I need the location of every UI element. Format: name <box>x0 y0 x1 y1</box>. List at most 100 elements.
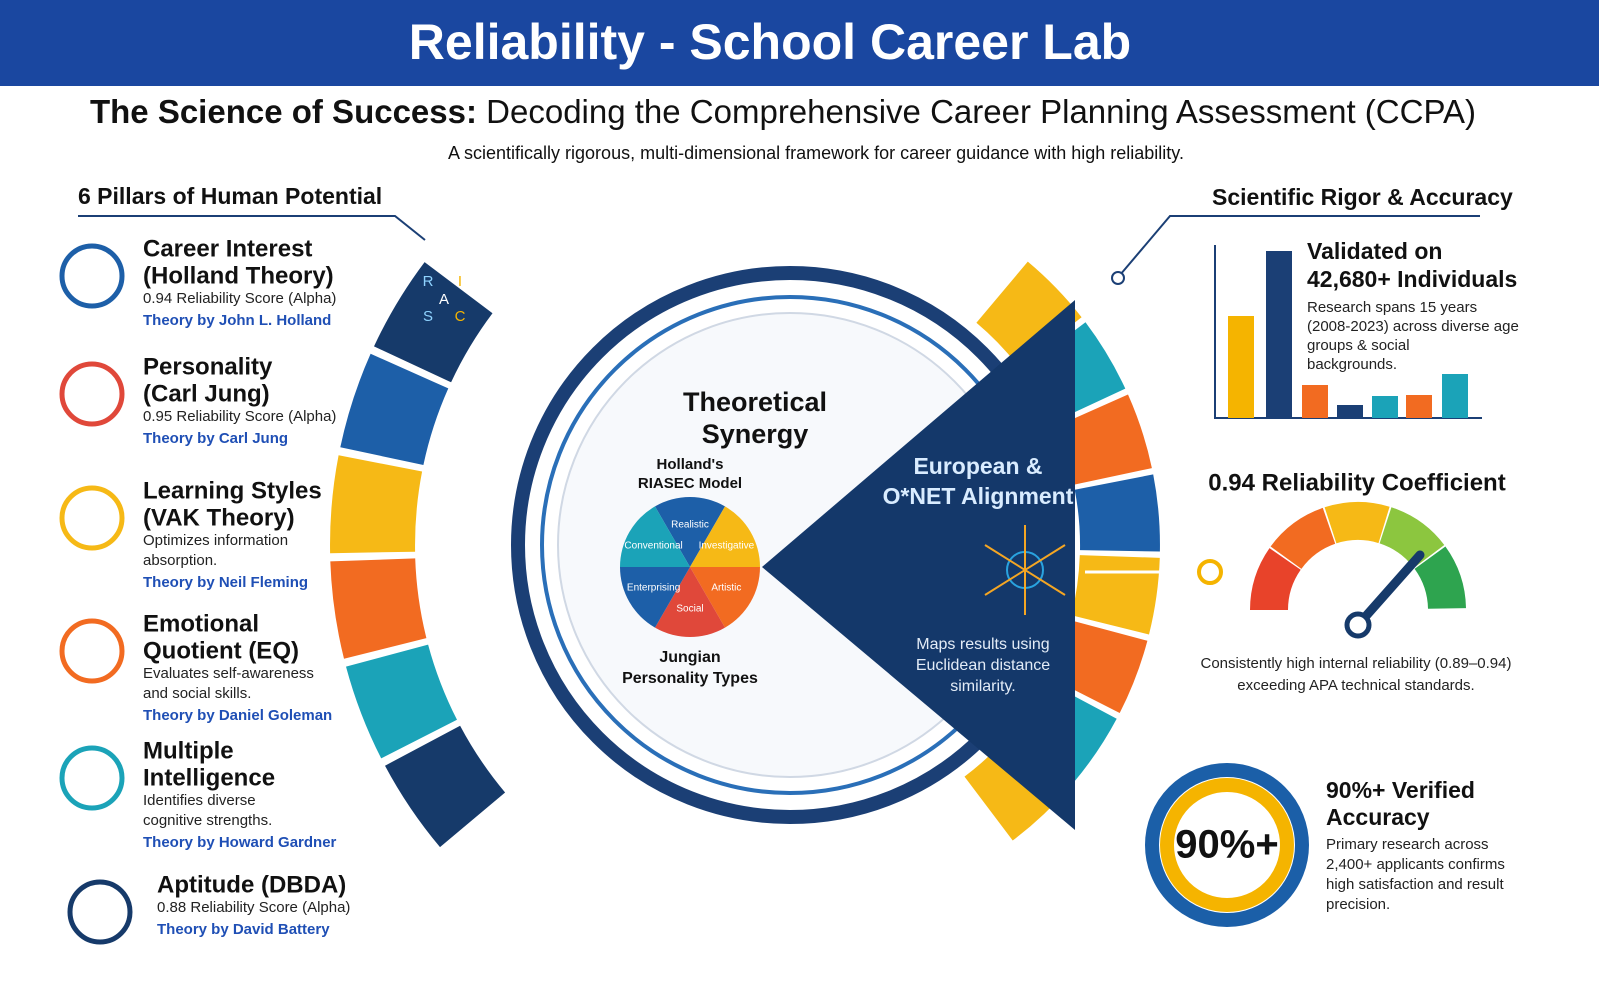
alignment-wedge <box>762 300 1075 830</box>
pillar-theory: Theory by Howard Gardner <box>143 834 337 851</box>
pillar-icon <box>59 243 125 309</box>
center-title: Theoretical <box>683 387 827 417</box>
pillar-detail: cognitive strengths. <box>143 812 272 829</box>
pillar-theory: Theory by Neil Fleming <box>143 574 308 591</box>
pie-label: Realistic <box>671 520 709 531</box>
icon-letter: R <box>423 273 434 290</box>
accuracy-text: 2,400+ applicants confirms <box>1326 856 1505 873</box>
subtitle: The Science of Success: Decoding the Com… <box>90 93 1476 130</box>
alignment-tile <box>1054 394 1152 485</box>
pillar-tile <box>385 725 506 848</box>
heading-rule <box>1119 215 1480 276</box>
subtitle-rest: Decoding the Comprehensive Career Planni… <box>486 93 1476 130</box>
accuracy-text: Primary research across <box>1326 836 1489 853</box>
header-bar <box>0 0 1599 86</box>
tagline: A scientifically rigorous, multi-dimensi… <box>448 143 1184 163</box>
pillar-detail: 0.94 Reliability Score (Alpha) <box>143 290 336 307</box>
pie-slice <box>620 506 690 567</box>
gauge-segment <box>1324 501 1390 544</box>
validated-text: (2008-2023) across diverse age <box>1307 318 1519 335</box>
pillar-icon <box>59 485 125 551</box>
riasec-title: RIASEC Model <box>638 475 742 492</box>
gauge-segment <box>1270 507 1336 569</box>
pillar-title: Learning Styles <box>143 477 322 504</box>
pillar-title: (VAK Theory) <box>143 504 295 531</box>
heading-rule <box>78 215 426 241</box>
jungian-label: Jungian <box>659 649 720 666</box>
pillar-title: Multiple <box>143 737 234 764</box>
gauge-segment <box>1414 546 1466 609</box>
pillar-icon <box>59 618 125 684</box>
pie-label: Artistic <box>711 583 741 594</box>
pie-slice <box>690 567 760 628</box>
pillar-title: (Holland Theory) <box>143 262 334 289</box>
pillar-theory: Theory by Daniel Goleman <box>143 707 332 724</box>
pillars: Career Interest(Holland Theory)0.94 Reli… <box>59 235 350 945</box>
network-icon <box>984 525 1066 615</box>
accuracy-text: high satisfaction and result <box>1326 876 1504 893</box>
pillar-icon <box>59 361 125 427</box>
validated-title: Validated on <box>1307 238 1442 264</box>
pillar-title: Emotional <box>143 610 259 637</box>
pillar-theory: Theory by John L. Holland <box>143 312 331 329</box>
gauge-segment <box>1250 548 1301 610</box>
accuracy-value: 90%+ <box>1175 823 1278 867</box>
validated-text: groups & social <box>1307 337 1410 354</box>
alignment-tile <box>1074 474 1160 552</box>
validated-text: Research spans 15 years <box>1307 299 1477 316</box>
pillar-tile <box>346 644 457 759</box>
pillar-detail: Optimizes information <box>143 532 288 549</box>
center-title: Synergy <box>702 419 809 449</box>
gauge <box>1250 501 1466 639</box>
pie-label: Investigative <box>699 541 755 552</box>
reliability-text: exceeding APA technical standards. <box>1237 677 1474 694</box>
alignment-text: Maps results using <box>916 636 1049 653</box>
pillar-theory: Theory by Carl Jung <box>143 430 288 447</box>
alignment-title: O*NET Alignment <box>883 483 1074 509</box>
bar-illustration <box>1214 245 1482 419</box>
pillar-icon <box>59 745 125 811</box>
pillar-tile <box>374 262 493 383</box>
icon-letter: I <box>458 273 462 290</box>
pie-label: Enterprising <box>627 583 680 594</box>
validated-text: backgrounds. <box>1307 356 1397 373</box>
pillar-detail: Identifies diverse <box>143 792 256 809</box>
jungian-label: Personality Types <box>622 670 758 687</box>
accuracy-text: precision. <box>1326 896 1390 913</box>
gauge-hub <box>1344 611 1372 639</box>
pillar-detail: 0.95 Reliability Score (Alpha) <box>143 408 336 425</box>
pillars-heading: 6 Pillars of Human Potential <box>78 183 382 209</box>
pillar-theory: Theory by David Battery <box>157 921 330 938</box>
validated-title: 42,680+ Individuals <box>1307 266 1517 292</box>
accuracy-title: Accuracy <box>1326 804 1430 830</box>
pillar-title: Aptitude (DBDA) <box>157 871 346 898</box>
pillar-title: Quotient (EQ) <box>143 637 299 664</box>
pillar-title: Personality <box>143 353 273 380</box>
pillar-detail: 0.88 Reliability Score (Alpha) <box>157 899 350 916</box>
riasec-title: Holland's <box>657 456 724 473</box>
pillar-icon <box>67 879 133 945</box>
connector-dot <box>1111 271 1125 285</box>
alignment-tile <box>976 261 1082 367</box>
gauge-segment <box>1379 507 1445 568</box>
pie-slice <box>655 567 725 637</box>
pie-label: Social <box>676 604 703 615</box>
pillar-tile <box>330 455 423 554</box>
accuracy-ring <box>1160 778 1294 912</box>
rigor-heading: Scientific Rigor & Accuracy <box>1212 184 1513 210</box>
alignment-title: European & <box>913 453 1042 479</box>
connector-dot <box>1197 559 1223 585</box>
pie-slice <box>620 567 690 628</box>
pillar-title: Intelligence <box>143 764 275 791</box>
pie-label: Conventional <box>624 541 682 552</box>
icon-letter: C <box>455 308 466 325</box>
pillar-title: (Carl Jung) <box>143 380 270 407</box>
pillar-detail: Evaluates self-awareness <box>143 665 314 682</box>
reliability-title: 0.94 Reliability Coefficient <box>1208 469 1505 496</box>
pillar-title: Career Interest <box>143 235 312 262</box>
riasec-icon: R I A S C <box>423 273 466 325</box>
accuracy-title: 90%+ Verified <box>1326 777 1475 803</box>
reliability-text: Consistently high internal reliability (… <box>1200 655 1511 672</box>
alignment-tile <box>964 735 1070 841</box>
